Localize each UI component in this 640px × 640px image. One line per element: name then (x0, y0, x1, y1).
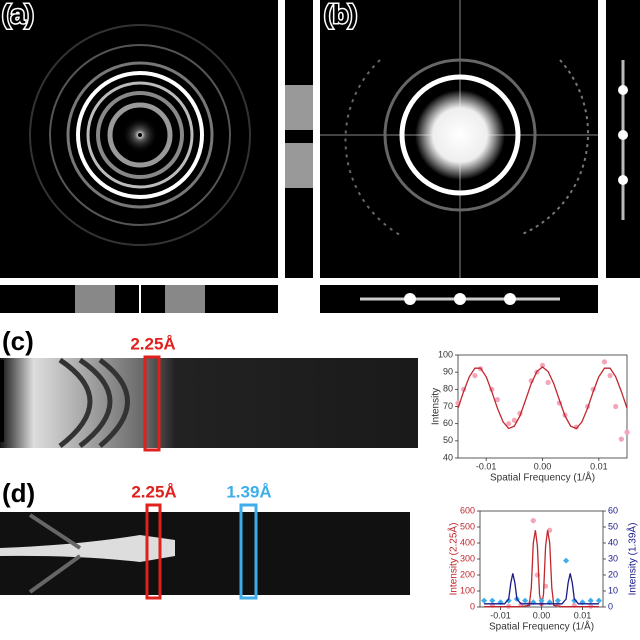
data-point (481, 597, 488, 604)
y2-tick-label: 0 (608, 601, 613, 611)
y-tick-label: 80 (443, 384, 453, 394)
data-point (545, 379, 551, 386)
y-axis-label: Intensity (2.25Å) (447, 523, 460, 596)
panel-label: (b) (324, 0, 357, 29)
fit-line (484, 530, 599, 608)
y2-tick-label: 50 (608, 521, 618, 531)
line-profile-image-c (0, 355, 418, 452)
fit-line (457, 366, 628, 430)
x-axis-label: Spatial Frequency (1/Å) (490, 471, 595, 484)
y-tick-label: 500 (460, 521, 475, 531)
y-tick-label: 70 (443, 401, 453, 411)
y-tick-label: 60 (443, 418, 453, 428)
d-spacing-label: 2.25Å (131, 482, 176, 501)
data-point (571, 597, 578, 604)
fit-line (484, 573, 599, 605)
d-spacing-label: 2.25Å (130, 334, 175, 353)
y-axis-label: Intensity (431, 388, 442, 425)
y-tick-label: 400 (460, 537, 475, 547)
data-point (618, 436, 624, 442)
y2-tick-label: 10 (608, 585, 618, 595)
data-point (595, 597, 602, 604)
d-spacing-label: 1.39Å (226, 482, 271, 501)
panel-label: (d) (2, 478, 35, 508)
x-tick-label: 0.00 (533, 610, 551, 620)
data-point (511, 417, 517, 423)
y2-tick-label: 30 (608, 553, 618, 563)
data-point (489, 597, 496, 604)
x-tick-label: 0.00 (534, 461, 552, 471)
y-tick-label: 100 (438, 349, 453, 359)
x-tick-label: 0.01 (590, 461, 608, 471)
plot-frame (457, 354, 628, 459)
profile-strip-a-horizontal (0, 285, 278, 313)
profile-strip-b-vertical (606, 0, 640, 278)
panel-label: (a) (2, 0, 34, 29)
data-point (554, 597, 561, 604)
data-point (538, 597, 545, 604)
x-tick-label: -0.01 (476, 461, 497, 471)
y-tick-label: 0 (470, 601, 475, 611)
plot-frame (479, 510, 604, 608)
data-point (506, 421, 512, 427)
y-tick-label: 200 (460, 569, 475, 579)
data-point (607, 373, 613, 379)
profile-strip-b-horizontal (320, 285, 598, 313)
panel-label: (c) (2, 326, 34, 356)
data-point (494, 397, 501, 403)
x-tick-label: 0.01 (574, 610, 592, 620)
y2-tick-label: 40 (608, 537, 618, 547)
data-point (613, 403, 619, 410)
data-point (505, 597, 512, 604)
data-point (624, 429, 630, 435)
data-point (539, 362, 546, 368)
y-tick-label: 90 (443, 367, 453, 377)
x-axis-label: Spatial Frequency (1/Å) (489, 620, 594, 633)
y-tick-label: 40 (443, 452, 453, 462)
data-point (530, 518, 536, 524)
data-point (522, 597, 529, 604)
profile-strip-a-vertical (285, 0, 313, 278)
data-point (563, 557, 570, 564)
y2-tick-label: 60 (608, 505, 618, 515)
y-tick-label: 100 (460, 585, 475, 595)
data-point (472, 373, 478, 379)
y2-axis-label: Intensity (1.39Å) (626, 523, 639, 596)
data-point (587, 597, 594, 604)
y-tick-label: 600 (460, 505, 475, 515)
x-tick-label: -0.01 (490, 610, 511, 620)
data-point (601, 359, 608, 365)
diffraction-image-a (0, 0, 278, 278)
y2-tick-label: 20 (608, 569, 618, 579)
diffraction-image-b (320, 0, 598, 278)
y-tick-label: 50 (443, 435, 453, 445)
y-tick-label: 300 (460, 553, 475, 563)
line-profile-image-d (0, 503, 410, 600)
